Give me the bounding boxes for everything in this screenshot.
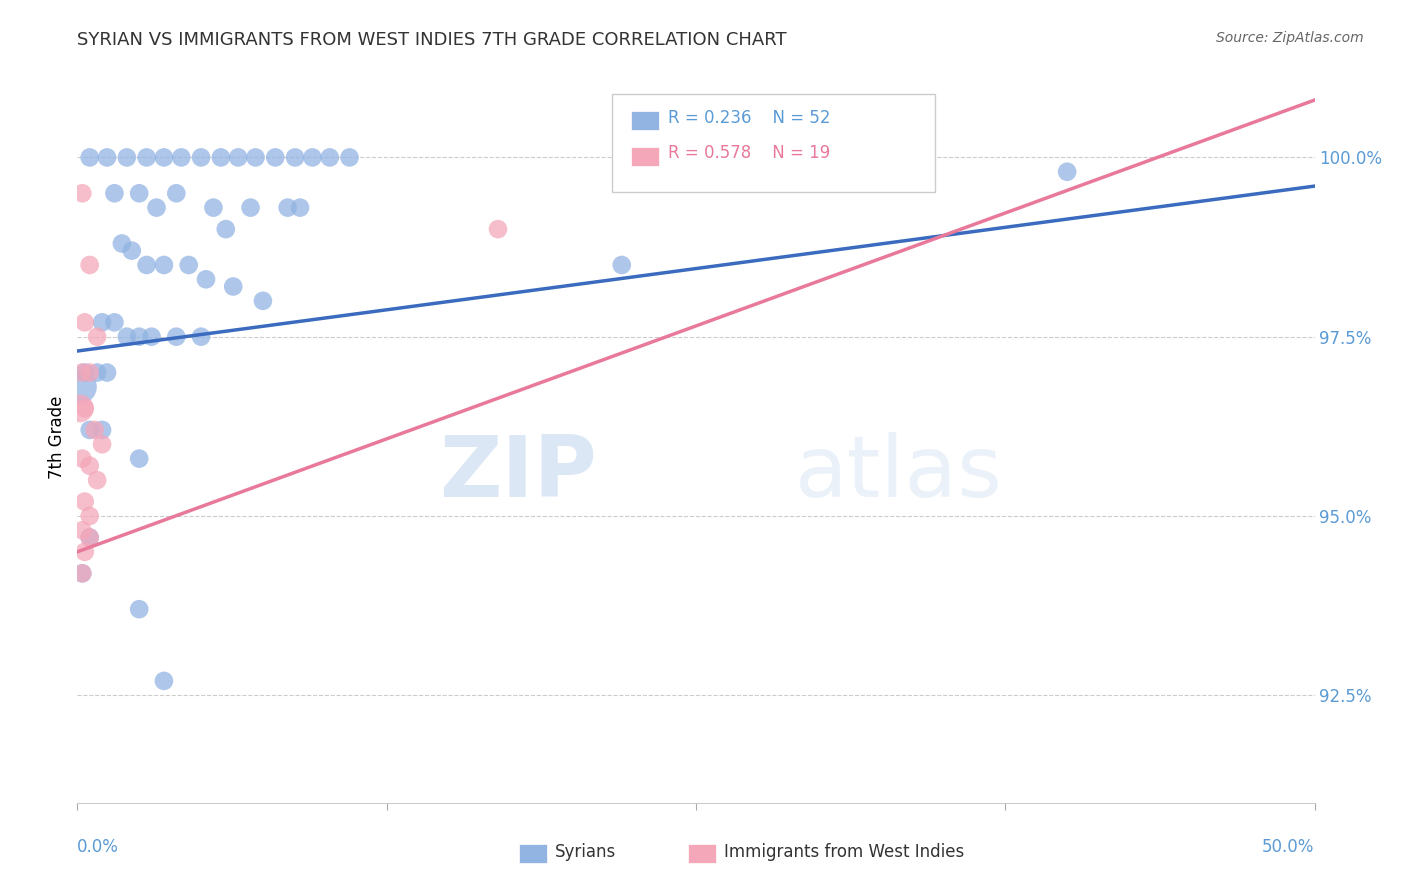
Point [79,531,101,545]
Point [96,150,118,164]
Point [86,473,108,487]
Point [284,150,307,164]
Point [128,186,150,201]
Point [202,201,225,215]
Text: 50.0%: 50.0% [1263,838,1315,856]
Point [239,201,262,215]
Point [111,236,134,251]
Point [121,244,143,258]
Point [115,150,138,164]
Text: ZIP: ZIP [439,432,598,516]
Point [86,366,108,380]
Text: atlas: atlas [794,432,1002,516]
Text: 0.0%: 0.0% [77,838,120,856]
Point [226,150,249,164]
Text: R = 0.236    N = 52: R = 0.236 N = 52 [668,109,831,127]
Point [79,150,101,164]
Point [339,150,361,164]
Text: SYRIAN VS IMMIGRANTS FROM WEST INDIES 7TH GRADE CORRELATION CHART: SYRIAN VS IMMIGRANTS FROM WEST INDIES 7T… [77,31,787,49]
Point [73,366,96,380]
Point [252,293,274,308]
Point [215,222,238,236]
Point [73,545,96,559]
Point [135,258,157,272]
Point [79,508,101,523]
Text: Syrians: Syrians [555,843,617,861]
Point [86,329,108,343]
Point [1056,165,1078,179]
Text: R = 0.578    N = 19: R = 0.578 N = 19 [668,145,830,162]
Point [486,222,509,236]
Point [91,315,114,329]
Point [288,201,311,215]
Point [103,186,125,201]
Point [79,258,101,272]
Point [73,494,96,508]
Point [72,566,94,581]
Point [264,150,287,164]
Point [72,186,94,201]
Point [245,150,267,164]
Point [153,673,176,688]
Point [610,258,633,272]
Text: Source: ZipAtlas.com: Source: ZipAtlas.com [1216,31,1364,45]
Text: Immigrants from West Indies: Immigrants from West Indies [724,843,965,861]
Point [79,423,101,437]
Point [177,258,200,272]
Point [69,380,91,394]
Point [83,423,105,437]
Point [72,524,94,538]
Y-axis label: 7th Grade: 7th Grade [48,395,66,479]
Point [319,150,342,164]
Point [141,329,163,343]
Point [72,566,94,581]
Point [79,366,101,380]
Point [128,329,150,343]
Point [170,150,193,164]
Point [96,366,118,380]
Point [73,401,96,416]
Point [190,329,212,343]
Point [73,315,96,329]
Point [153,150,176,164]
Point [91,437,114,451]
Point [135,150,157,164]
Point [301,150,323,164]
Point [145,201,167,215]
Point [128,602,150,616]
Point [209,150,232,164]
Point [69,401,91,416]
Point [277,201,299,215]
Point [153,258,176,272]
Point [128,451,150,466]
Point [165,329,187,343]
Point [79,531,101,545]
Point [91,423,114,437]
Point [190,150,212,164]
Point [115,329,138,343]
Point [72,451,94,466]
Point [222,279,245,293]
Point [195,272,218,286]
Point [103,315,125,329]
Point [165,186,187,201]
Point [72,366,94,380]
Point [79,458,101,473]
